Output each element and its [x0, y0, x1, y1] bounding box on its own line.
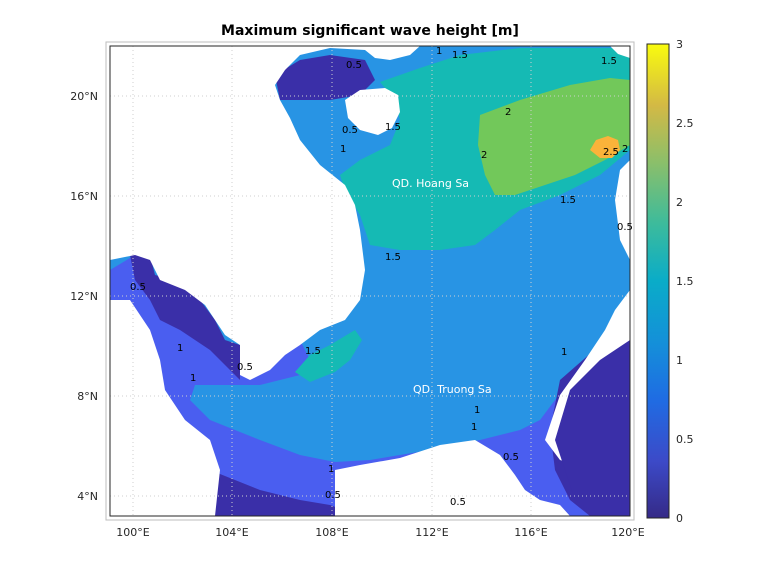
land-malay-peninsula: [110, 300, 220, 516]
wave-zone-0-0.5-sulu: [555, 340, 630, 516]
lat-tick: 20°N: [70, 90, 98, 103]
contour-label-1: 1: [328, 464, 334, 475]
colorbar-tick: 1: [676, 354, 683, 367]
contour-label-1: 1: [471, 422, 477, 433]
contour-label-0.5: 0.5: [503, 452, 519, 463]
land-taiwan: [610, 46, 630, 58]
lat-tick: 16°N: [70, 190, 98, 203]
contour-label-1: 1: [436, 46, 442, 57]
lat-axis: 20°N 16°N 12°N 8°N 4°N: [70, 90, 98, 503]
lat-tick: 12°N: [70, 290, 98, 303]
contour-label-1: 1: [340, 144, 346, 155]
map-outer-frame: [105, 41, 635, 521]
contour-label-0.5: 0.5: [346, 60, 362, 71]
map-area: 1.5 1.5 1 2 2 2 2.5 1.5 1.5 1.5 1 0.5 0.…: [105, 41, 635, 521]
lat-tick: 8°N: [77, 390, 98, 403]
contour-label-0.5: 0.5: [237, 362, 253, 373]
wave-zone-2.5-3: [590, 136, 620, 158]
map-frame: [109, 45, 631, 517]
contour-label-1: 1: [190, 373, 196, 384]
colorbar-tick: 1.5: [676, 275, 694, 288]
lon-tick: 100°E: [116, 526, 149, 539]
contour-label-0.5: 0.5: [130, 282, 146, 293]
colorbar-tick: 2: [676, 196, 683, 209]
lon-tick: 108°E: [315, 526, 348, 539]
wave-zone-2-2.5: [478, 78, 630, 195]
contour-label-1.5: 1.5: [385, 122, 401, 133]
colorbar-gradient: [646, 43, 670, 519]
contour-label-1: 1: [474, 405, 480, 416]
contour-label-0.5: 0.5: [325, 490, 341, 501]
contour-label-2: 2: [505, 107, 511, 118]
lat-tick: 4°N: [77, 490, 98, 503]
colorbar: 3 2.5 2 1.5 1 0.5 0: [646, 38, 694, 525]
map-title: Maximum significant wave height [m]: [221, 23, 519, 39]
lon-tick: 116°E: [514, 526, 547, 539]
lon-tick: 112°E: [415, 526, 448, 539]
contour-label-1.5: 1.5: [452, 50, 468, 61]
contour-label-1.5: 1.5: [305, 346, 321, 357]
wave-zone-0-0.5-north: [275, 55, 375, 100]
contour-label-1.5: 1.5: [385, 252, 401, 263]
wave-zone-0-0.5-south: [210, 470, 360, 516]
contour-label-1: 1: [561, 347, 567, 358]
contour-label-1.5: 1.5: [560, 195, 576, 206]
place-label-truong-sa: QD. Truong Sa: [413, 383, 492, 396]
wave-zone-0-0.5-gulf: [130, 255, 240, 380]
contour-label-2: 2: [622, 144, 628, 155]
contour-label-1.5: 1.5: [601, 56, 617, 67]
colorbar-tick: 0: [676, 512, 683, 525]
lon-tick: 120°E: [611, 526, 644, 539]
wave-zone-0.5-1: [110, 255, 630, 516]
contour-label-2: 2: [481, 150, 487, 161]
contour-label-2.5: 2.5: [603, 147, 619, 158]
colorbar-tick: 2.5: [676, 117, 694, 130]
colorbar-tick: 0.5: [676, 433, 694, 446]
contour-label-0.5: 0.5: [617, 222, 633, 233]
place-label-hoang-sa: QD. Hoang Sa: [392, 177, 469, 190]
lon-axis: 100°E 104°E 108°E 112°E 116°E 120°E: [116, 526, 644, 539]
contour-label-1: 1: [177, 343, 183, 354]
land-borneo: [335, 440, 570, 516]
wave-zone-1.5-2-south: [295, 330, 362, 382]
contour-label-0.5: 0.5: [450, 497, 466, 508]
contour-label-0.5: 0.5: [342, 125, 358, 136]
colorbar-tick: 3: [676, 38, 683, 51]
lon-tick: 104°E: [215, 526, 248, 539]
land-hainan: [345, 88, 400, 135]
graticule: [110, 46, 630, 516]
